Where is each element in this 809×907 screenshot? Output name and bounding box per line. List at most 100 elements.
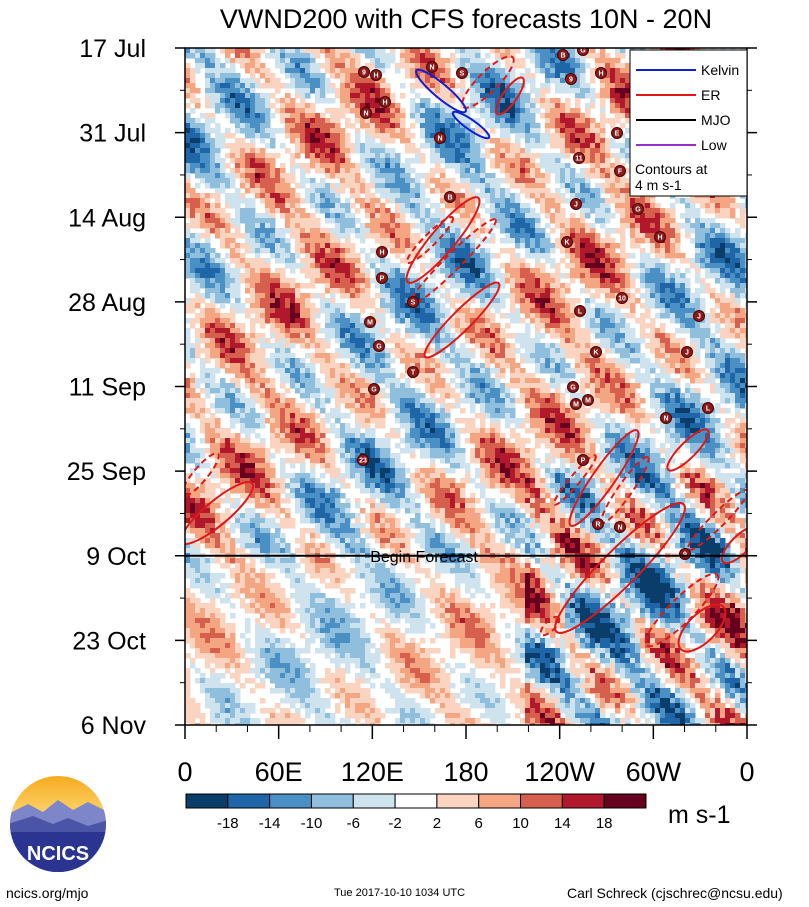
field-cell [245, 113, 251, 119]
field-cell [690, 238, 696, 244]
field-cell [695, 213, 701, 219]
field-cell [375, 83, 381, 89]
field-cell [455, 63, 461, 69]
field-cell [280, 143, 286, 149]
field-cell [385, 208, 391, 214]
field-cell [515, 263, 521, 269]
field-cell [480, 78, 486, 84]
field-cell [355, 193, 361, 199]
field-cell [395, 153, 401, 159]
field-cell [330, 298, 336, 304]
field-cell [400, 308, 406, 314]
field-cell [630, 198, 636, 204]
field-cell [190, 198, 196, 204]
field-cell [670, 273, 676, 279]
field-cell [555, 298, 561, 304]
field-cell [685, 303, 691, 309]
field-cell [550, 68, 556, 74]
field-cell [560, 68, 566, 74]
field-cell [255, 308, 261, 314]
field-cell [255, 228, 261, 234]
field-cell [450, 188, 456, 194]
field-cell [405, 198, 411, 204]
field-cell [575, 83, 581, 89]
field-cell [225, 198, 231, 204]
field-cell [480, 273, 486, 279]
field-cell [605, 278, 611, 284]
field-cell [525, 108, 531, 114]
field-cell [350, 213, 356, 219]
field-cell [260, 193, 266, 199]
field-cell [590, 248, 596, 254]
field-cell [545, 108, 551, 114]
field-cell [350, 223, 356, 229]
field-cell [490, 233, 496, 239]
field-cell [670, 218, 676, 224]
field-cell [255, 153, 261, 159]
field-cell [620, 213, 626, 219]
field-cell [570, 118, 576, 124]
field-cell [335, 113, 341, 119]
field-cell [405, 58, 411, 64]
field-cell [560, 118, 566, 124]
field-cell [390, 188, 396, 194]
field-cell [335, 198, 341, 204]
field-cell [595, 263, 601, 269]
field-cell [295, 238, 301, 244]
field-cell [360, 238, 366, 244]
field-cell [745, 278, 747, 284]
field-cell [420, 78, 426, 84]
field-cell [245, 268, 251, 274]
field-cell [620, 178, 626, 184]
field-cell [555, 63, 561, 69]
field-cell [530, 293, 536, 299]
field-cell [420, 213, 426, 219]
field-cell [445, 288, 451, 294]
field-cell [580, 268, 586, 274]
field-cell [500, 138, 506, 144]
field-cell [370, 183, 376, 189]
field-cell [395, 263, 401, 269]
field-cell [295, 308, 301, 314]
field-cell [200, 273, 206, 279]
field-cell [305, 83, 311, 89]
field-cell [210, 128, 216, 134]
field-cell [690, 263, 696, 269]
field-cell [545, 98, 551, 104]
field-cell [335, 153, 341, 159]
field-cell [490, 48, 496, 54]
field-cell [610, 138, 616, 144]
field-cell [335, 208, 341, 214]
field-cell [660, 253, 666, 259]
field-cell [730, 293, 736, 299]
field-cell [415, 58, 421, 64]
field-cell [450, 93, 456, 99]
field-cell [355, 168, 361, 174]
field-cell [620, 68, 626, 74]
field-cell [190, 268, 196, 274]
field-cell [600, 168, 606, 174]
field-cell [580, 78, 586, 84]
field-cell [500, 188, 506, 194]
field-cell [565, 263, 571, 269]
field-cell [560, 218, 566, 224]
field-cell [300, 308, 306, 314]
field-cell [345, 148, 351, 154]
field-cell [340, 243, 346, 249]
field-cell [215, 268, 221, 274]
field-cell [480, 173, 486, 179]
field-cell [245, 223, 251, 229]
field-cell [680, 278, 686, 284]
field-cell [310, 48, 316, 54]
field-cell [275, 268, 281, 274]
field-cell [315, 293, 321, 299]
field-cell [305, 63, 311, 69]
field-cell [465, 73, 471, 79]
field-cell [215, 128, 221, 134]
field-cell [455, 83, 461, 89]
field-cell [260, 248, 266, 254]
field-cell [545, 163, 551, 169]
field-cell [430, 133, 436, 139]
field-cell [200, 308, 206, 314]
field-cell [600, 258, 606, 264]
